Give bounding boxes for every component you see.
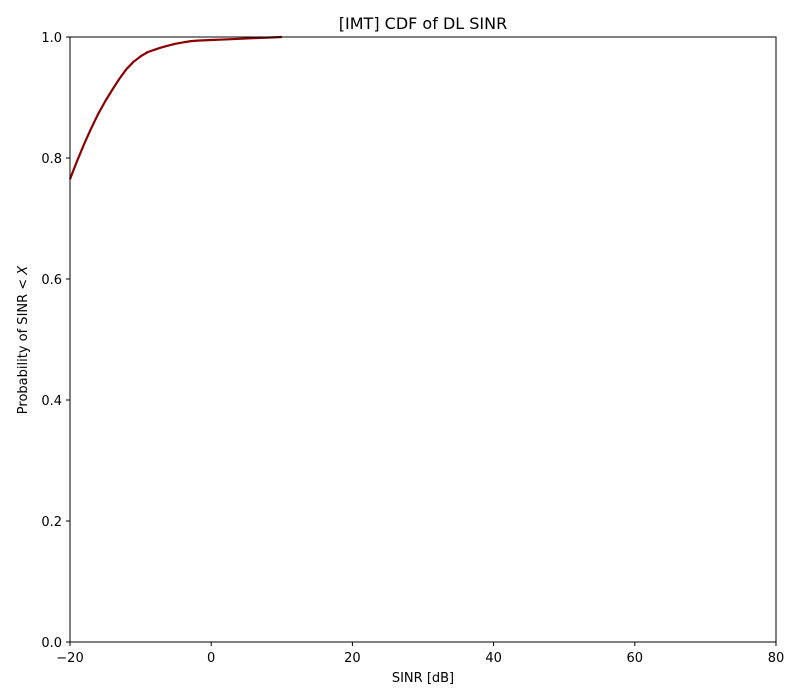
x-tick-label: 60	[627, 651, 644, 666]
x-tick-label: 40	[485, 651, 502, 666]
y-tick-label: 0.6	[41, 273, 62, 288]
x-tick-label: 80	[768, 651, 785, 666]
y-axis: 0.0 0.2 0.4 0.6 0.8 1.0	[41, 31, 70, 651]
y-tick-label: 1.0	[41, 31, 62, 46]
chart-title: [IMT] CDF of DL SINR	[339, 14, 507, 33]
x-axis-label: SINR [dB]	[392, 671, 454, 686]
plot-frame	[69, 36, 777, 643]
y-tick-label: 0.2	[41, 515, 62, 530]
y-tick-label: 0.4	[41, 394, 62, 409]
plot-area	[68, 35, 282, 180]
series-line-0	[68, 35, 282, 180]
x-axis: −20 0 20 40 60 80	[56, 642, 784, 666]
y-tick-label: 0.0	[41, 636, 62, 651]
x-tick-label: 0	[207, 651, 215, 666]
y-axis-label-variable: X	[16, 265, 31, 276]
x-tick-label: 20	[344, 651, 361, 666]
y-axis-label: Probability of SINR < X	[16, 265, 31, 415]
y-tick-label: 0.8	[41, 152, 62, 167]
x-tick-label: −20	[56, 651, 83, 666]
y-axis-label-text: Probability of SINR <	[16, 275, 31, 415]
